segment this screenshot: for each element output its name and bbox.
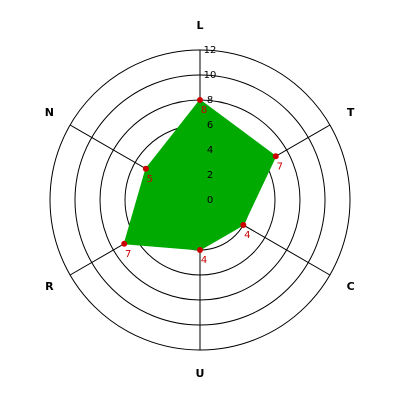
radial-tick-label: 6 [207, 120, 213, 131]
radial-tick-label: 4 [207, 145, 213, 156]
value-label: 5 [147, 174, 153, 185]
data-point [240, 222, 247, 228]
data-point [197, 247, 203, 253]
data-point [197, 97, 203, 103]
axis-label: T [347, 106, 355, 119]
radial-tick-label: 10 [204, 70, 217, 81]
axis-label: N [45, 106, 54, 119]
data-point [272, 153, 279, 160]
axis-label: C [347, 280, 355, 293]
radial-tick-label: 2 [207, 170, 213, 181]
axis-label: U [196, 367, 205, 380]
value-label: 8 [201, 105, 207, 116]
value-label: 7 [125, 249, 131, 260]
value-label: 7 [277, 161, 283, 172]
radial-tick-label: 12 [204, 45, 217, 56]
data-point [142, 165, 149, 172]
axis-label: L [196, 19, 203, 32]
data-point [121, 240, 128, 247]
axis-label: R [45, 280, 54, 293]
radial-tick-label: 0 [207, 195, 213, 206]
value-label: 4 [244, 230, 250, 241]
radial-tick-label: 8 [207, 95, 213, 106]
value-label: 4 [201, 255, 207, 266]
